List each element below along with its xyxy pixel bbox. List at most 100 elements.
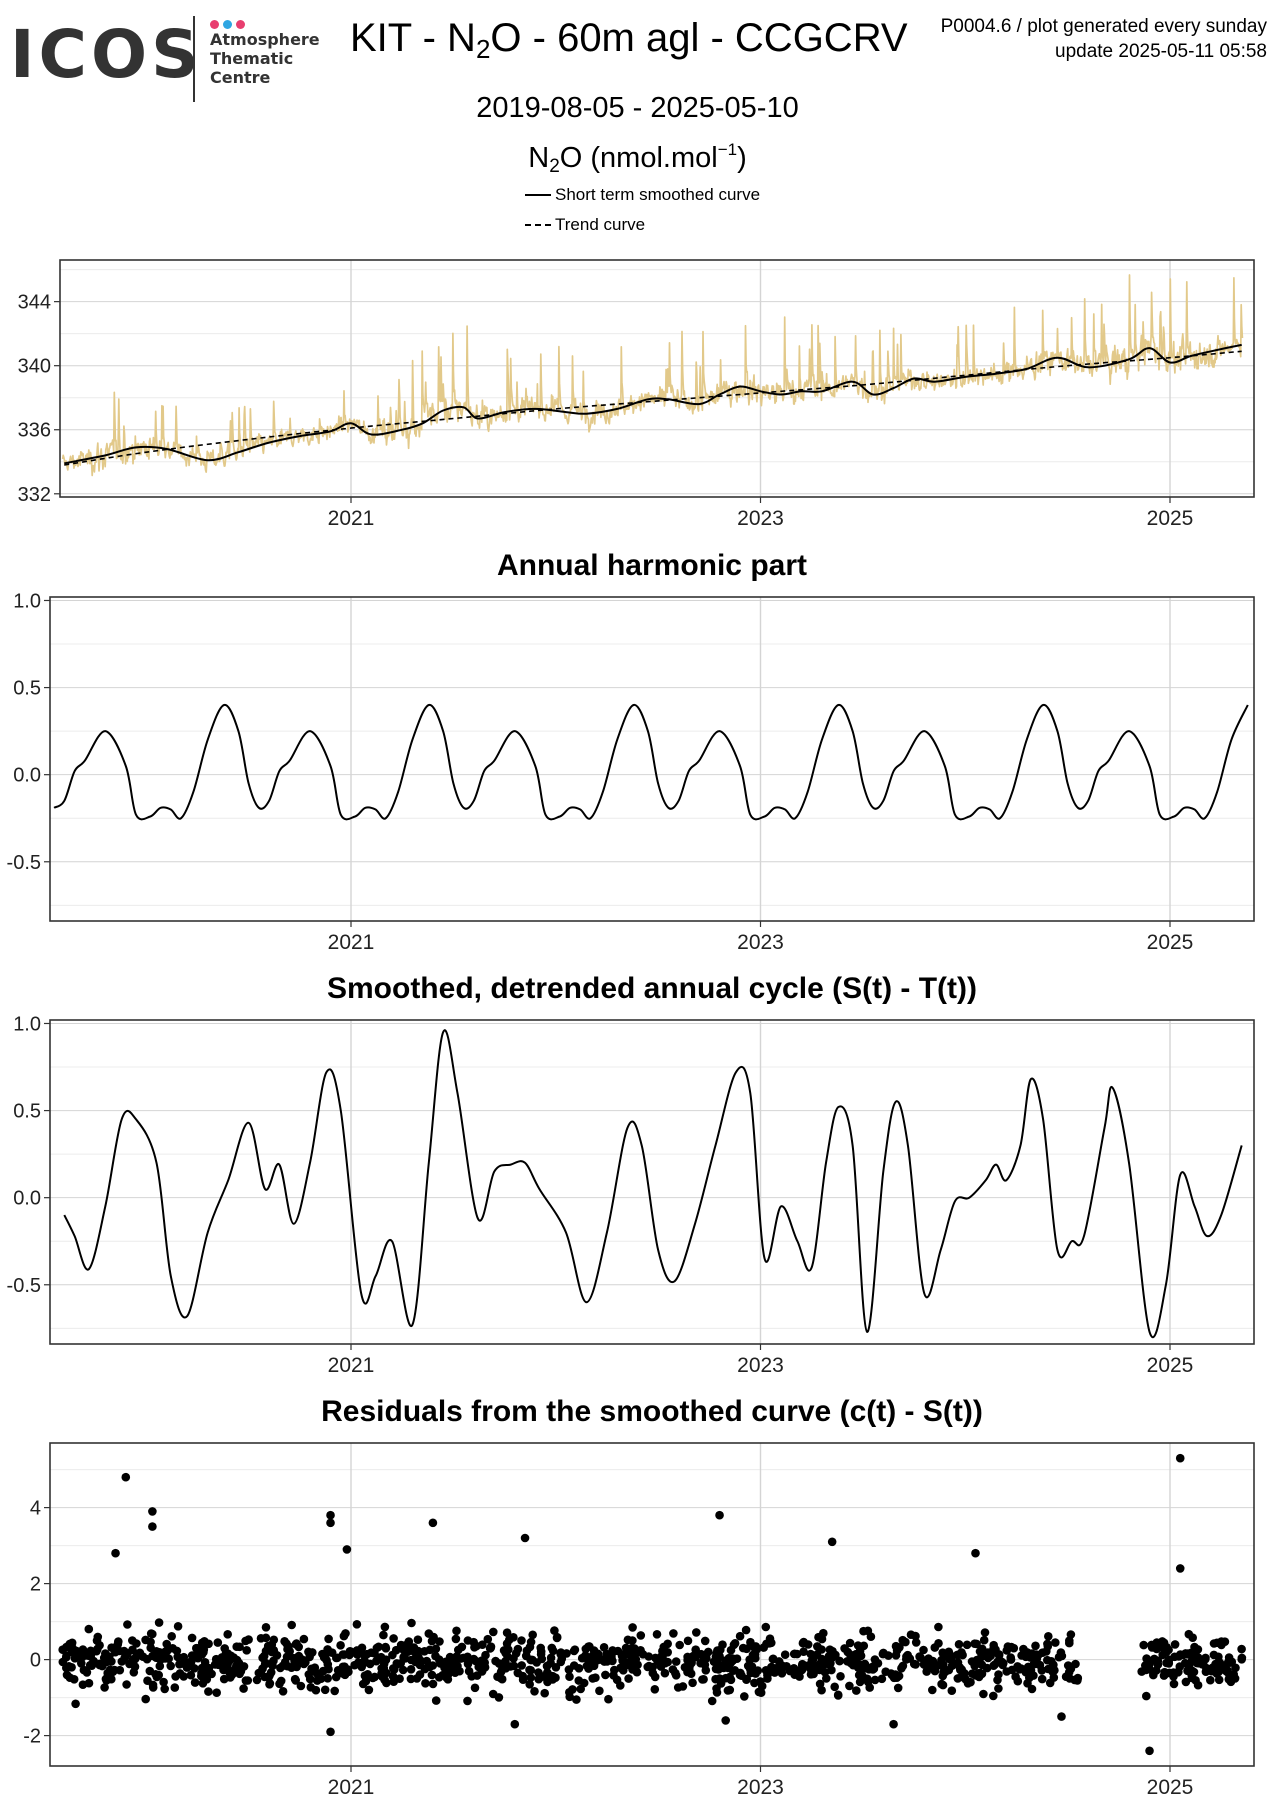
- residual-point: [627, 1643, 636, 1653]
- residual-point: [434, 1655, 444, 1664]
- residual-point: [756, 1688, 766, 1697]
- residual-point: [675, 1640, 684, 1650]
- residual-point: [1015, 1665, 1024, 1674]
- residual-point: [768, 1654, 778, 1664]
- residual-point: [970, 1639, 979, 1648]
- residual-point: [624, 1658, 633, 1667]
- residual-point: [1183, 1666, 1192, 1676]
- residual-point: [338, 1650, 348, 1659]
- residual-point: [901, 1637, 910, 1647]
- residual-point: [1152, 1638, 1162, 1647]
- residual-point: [261, 1633, 271, 1643]
- residual-point: [278, 1661, 288, 1671]
- residual-point: [601, 1670, 610, 1680]
- x-tick-label: 2025: [1147, 1354, 1194, 1377]
- residual-point: [427, 1670, 437, 1680]
- residual-point: [483, 1634, 493, 1644]
- residual-point: [318, 1666, 328, 1676]
- residual-point: [241, 1636, 250, 1646]
- residual-point: [1190, 1642, 1199, 1652]
- logo-line-2: Thematic: [210, 49, 294, 68]
- residual-point: [716, 1679, 726, 1688]
- residual-point: [1044, 1632, 1053, 1641]
- title-suffix: O - 60m agl - CCGCRV: [490, 16, 908, 60]
- panel-frame: [49, 596, 1255, 922]
- residual-point: [1211, 1661, 1221, 1671]
- residual-point: [730, 1666, 740, 1675]
- residual-point: [435, 1637, 444, 1646]
- residual-point: [830, 1682, 839, 1692]
- residual-point: [1217, 1640, 1226, 1650]
- residual-point: [536, 1643, 545, 1653]
- plot-meta: P0004.6 / plot generated every sunday up…: [941, 14, 1267, 64]
- residual-point: [242, 1646, 251, 1655]
- residual-point: [84, 1624, 94, 1634]
- residual-point: [182, 1663, 192, 1672]
- residual-point: [173, 1652, 182, 1662]
- residual-point: [792, 1649, 802, 1659]
- residual-point: [272, 1651, 282, 1660]
- smoothed-curve-line: [64, 343, 1242, 465]
- residual-point: [354, 1658, 363, 1667]
- residual-point: [159, 1677, 168, 1687]
- residual-point: [1031, 1641, 1040, 1651]
- residual-point: [85, 1648, 94, 1657]
- page-title: KIT - N2O - 60m agl - CCGCRV: [350, 18, 908, 62]
- residual-point: [623, 1635, 633, 1645]
- residual-point: [683, 1636, 693, 1646]
- residual-point: [768, 1667, 777, 1676]
- residual-point: [570, 1645, 580, 1654]
- residual-point: [609, 1671, 618, 1680]
- residual-point: [472, 1641, 481, 1651]
- residual-point: [148, 1683, 158, 1692]
- residual-point: [989, 1691, 998, 1701]
- x-tick-label: 2021: [328, 507, 375, 530]
- residual-point: [1051, 1638, 1060, 1647]
- residual-point: [105, 1670, 115, 1680]
- residual-point: [261, 1623, 271, 1632]
- residual-point: [95, 1660, 104, 1670]
- residual-point: [148, 1629, 157, 1639]
- residual-point: [330, 1686, 340, 1696]
- residual-point: [572, 1695, 581, 1704]
- residual-point: [379, 1630, 388, 1640]
- residual-point: [301, 1658, 310, 1667]
- residual-point: [413, 1635, 423, 1644]
- residual-point: [628, 1665, 637, 1674]
- residual-point: [379, 1663, 388, 1672]
- residual-point: [863, 1626, 873, 1636]
- residual-point: [70, 1654, 80, 1663]
- residual-point: [239, 1684, 248, 1693]
- residual-point-outlier: [326, 1510, 335, 1520]
- residual-point: [146, 1643, 155, 1653]
- residual-point: [275, 1679, 284, 1689]
- residual-point: [678, 1682, 688, 1691]
- residual-point: [517, 1636, 526, 1645]
- y-tick-label: 2: [30, 1574, 41, 1596]
- residual-point: [530, 1687, 539, 1696]
- residual-point: [543, 1668, 552, 1677]
- residual-point: [179, 1652, 189, 1662]
- title-subscript: 2: [475, 34, 491, 64]
- residual-point: [452, 1626, 461, 1636]
- residual-point: [911, 1638, 921, 1647]
- residual-point: [1049, 1660, 1058, 1670]
- residual-point: [526, 1637, 536, 1647]
- residual-point: [62, 1642, 71, 1652]
- residual-point: [463, 1696, 472, 1706]
- residual-point-outlier: [342, 1545, 352, 1554]
- residual-point: [111, 1647, 120, 1657]
- residual-point: [763, 1674, 772, 1683]
- residual-point: [877, 1674, 887, 1684]
- unit-label: N2O (nmol.mol−1): [0, 140, 1275, 178]
- residual-point-outlier: [326, 1727, 335, 1737]
- residual-point: [1042, 1647, 1051, 1656]
- panel-frame: [49, 1442, 1255, 1767]
- residual-point: [243, 1676, 253, 1685]
- residual-point: [525, 1665, 534, 1675]
- residual-point: [382, 1678, 391, 1688]
- residual-point: [1162, 1658, 1171, 1668]
- residual-point: [431, 1696, 441, 1705]
- residual-point: [916, 1653, 925, 1662]
- panel-frame: [59, 259, 1255, 498]
